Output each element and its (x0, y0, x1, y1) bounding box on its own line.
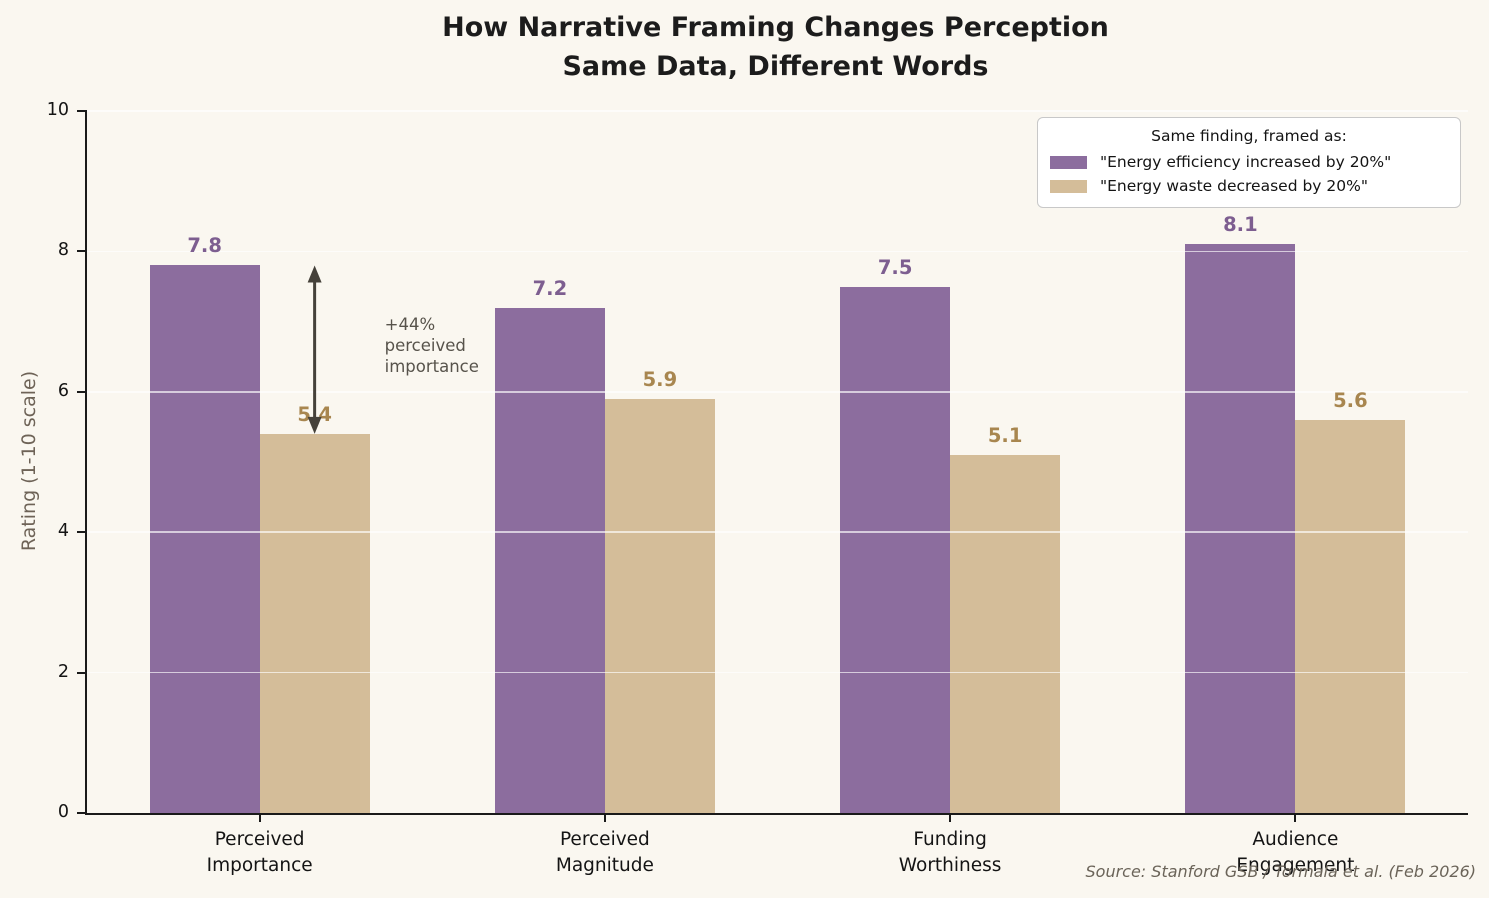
x-axis-tick (1294, 813, 1297, 822)
y-axis-tick-label: 6 (57, 380, 69, 401)
chart-subtitle: Same Data, Different Words (562, 51, 989, 82)
legend-entry: "Energy waste decreased by 20%" (1038, 174, 1460, 198)
gridline (87, 110, 1468, 112)
plot-area: +44% perceived importance 0 2 4 6 8 10 7.8 5.4 P… (47, 100, 1468, 876)
bar-value-label: 7.8 (187, 234, 222, 258)
bar-series2 (1295, 419, 1406, 813)
legend-title: Same finding, framed as: (1151, 127, 1347, 145)
y-axis-tick-label: 0 (57, 802, 69, 822)
legend-swatch-series2 (1050, 179, 1087, 193)
legend: Same finding, framed as: "Energy efficie… (1037, 117, 1461, 208)
legend-swatch-series1 (1050, 155, 1087, 169)
bar-series2 (604, 398, 715, 813)
annotation-text: +44% perceived importance (384, 315, 479, 376)
bar-value-label: 5.4 (297, 402, 332, 426)
x-axis-tick (949, 813, 952, 822)
bar-series1 (1185, 244, 1296, 813)
legend-entry-label: "Energy efficiency increased by 20%" (1100, 153, 1392, 171)
y-axis-tick (77, 671, 87, 674)
bar-series1 (494, 307, 605, 813)
y-axis-tick (77, 531, 87, 534)
chart-title-block: How Narrative Framing Changes Perception… (85, 8, 1466, 86)
source-note: Source: Stanford GSB / Tormala et al. (F… (1085, 862, 1477, 881)
y-axis-tick (77, 390, 87, 393)
bar-value-label: 5.6 (1333, 388, 1368, 412)
x-axis-category-label: Audience Engagement (1236, 829, 1355, 876)
x-axis-tick (258, 813, 261, 822)
bar-series2 (950, 454, 1061, 813)
y-axis-tick-label: 8 (57, 240, 69, 261)
gridline (87, 391, 1468, 393)
bar-value-label: 5.9 (642, 367, 678, 391)
bar-value-label: 7.5 (877, 255, 913, 279)
y-axis-tick-label: 4 (57, 521, 69, 542)
bar-series1 (149, 265, 260, 813)
y-axis-tick (77, 250, 87, 253)
y-axis-tick (77, 812, 87, 814)
x-axis-tick (603, 813, 606, 822)
gridline (87, 671, 1468, 674)
gridline (87, 531, 1468, 533)
bar-value-label: 8.1 (1223, 213, 1258, 237)
bar-series1 (840, 286, 951, 813)
chart-title: How Narrative Framing Changes Perception (442, 12, 1109, 43)
x-axis-category-label: Perceived Importance (206, 829, 313, 876)
x-axis-category-label: Funding Worthiness (898, 829, 1002, 876)
y-axis-tick-label: 2 (57, 661, 69, 682)
y-axis-tick (77, 110, 87, 112)
x-axis-category-label: Perceived Magnitude (555, 829, 654, 876)
bar-value-label: 5.1 (987, 423, 1023, 447)
y-axis-tick-label: 10 (46, 100, 69, 120)
gridline (87, 250, 1468, 253)
legend-entry: "Energy efficiency increased by 20%" (1038, 150, 1460, 174)
legend-entry-label: "Energy waste decreased by 20%" (1100, 177, 1368, 195)
bar-series2 (259, 433, 370, 813)
bar-value-label: 7.2 (532, 276, 568, 300)
